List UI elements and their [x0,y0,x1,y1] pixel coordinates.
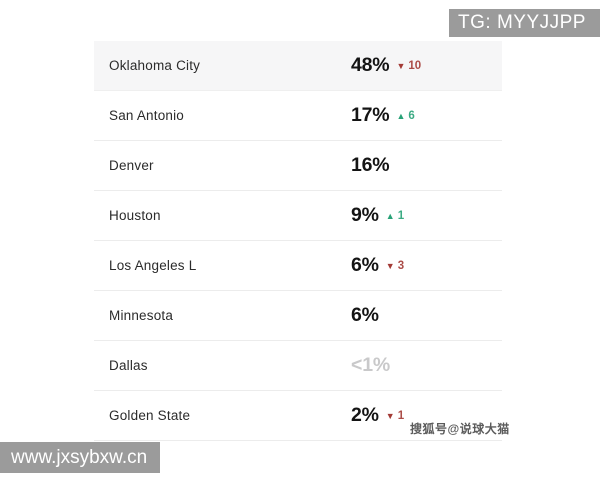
percentage-value: 6% [351,304,379,326]
team-name: Los Angeles L [109,258,197,273]
change-value: 3 [397,260,405,272]
change-indicator: ▼ 1 [386,410,404,422]
table-row: Houston 9% ▲ 1 [94,191,502,241]
change-indicator: ▼ 10 [396,60,421,72]
team-name: Dallas [109,358,148,373]
table-row: Minnesota 6% [94,291,502,341]
value-cell: 6% [351,291,389,340]
change-value: 6 [408,110,415,122]
team-name: Minnesota [109,308,174,323]
team-name: San Antonio [109,108,185,123]
triangle-down-icon: ▼ [385,260,395,271]
table-row: Oklahoma City 48% ▼ 10 [94,41,502,91]
value-cell: 6% ▼ 3 [351,241,404,290]
table-row: Denver 16% [94,141,502,191]
sohu-watermark: 搜狐号@说球大猫 [410,422,510,436]
value-cell: 16% [351,141,399,190]
percentage-value: 2% [351,404,379,426]
table-row: Dallas <1% [94,341,502,391]
team-name: Houston [109,208,161,223]
percentage-value: 16% [351,154,390,176]
change-indicator: ▼ 3 [386,260,404,272]
value-cell: <1% [351,341,400,390]
value-cell: 2% ▼ 1 [351,391,404,440]
value-cell: 17% ▲ 6 [351,91,415,140]
value-cell: 48% ▼ 10 [351,41,421,90]
change-value: 10 [408,60,422,72]
table-row: Los Angeles L 6% ▼ 3 [94,241,502,291]
triangle-up-icon: ▲ [385,210,395,221]
telegram-watermark-tag: TG: MYYJJPP [449,9,600,37]
triangle-up-icon: ▲ [396,110,406,121]
triangle-down-icon: ▼ [385,410,395,421]
table-row: Golden State 2% ▼ 1 [94,391,502,441]
change-indicator: ▲ 1 [386,210,404,222]
percentage-value: 48% [351,54,390,76]
team-name: Golden State [109,408,191,423]
team-odds-table: Oklahoma City 48% ▼ 10 San Antonio 17% ▲… [94,41,502,441]
triangle-down-icon: ▼ [396,60,406,71]
percentage-value: <1% [351,354,390,376]
team-name: Oklahoma City [109,58,201,73]
change-indicator: ▲ 6 [396,110,414,122]
percentage-value: 17% [351,104,390,126]
site-url-watermark: www.jxsybxw.cn [0,442,160,473]
change-value: 1 [397,410,405,422]
percentage-value: 6% [351,254,379,276]
change-value: 1 [397,210,405,222]
percentage-value: 9% [351,204,379,226]
value-cell: 9% ▲ 1 [351,191,404,240]
team-name: Denver [109,158,154,173]
table-row: San Antonio 17% ▲ 6 [94,91,502,141]
